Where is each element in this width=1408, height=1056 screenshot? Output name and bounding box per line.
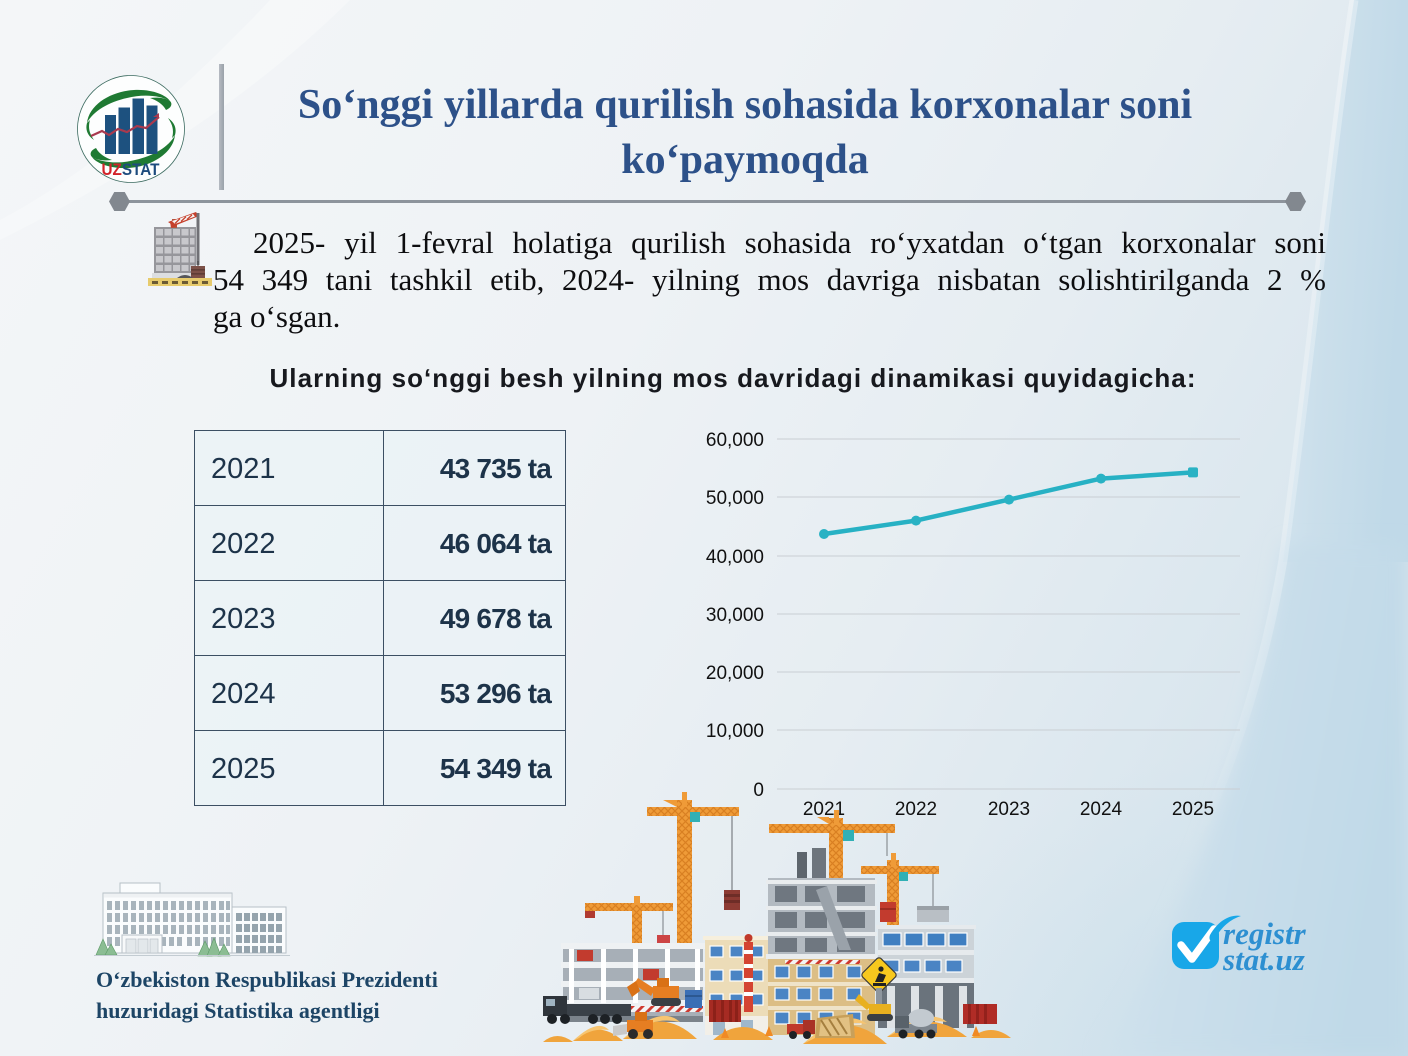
svg-text:2025: 2025 — [1172, 799, 1214, 820]
svg-text:30,000: 30,000 — [706, 605, 764, 626]
svg-text:40,000: 40,000 — [706, 547, 764, 568]
svg-text:UZSTAT: UZSTAT — [102, 161, 160, 179]
svg-text:registr: registr — [1223, 916, 1307, 951]
svg-text:2024: 2024 — [1080, 799, 1123, 820]
svg-text:2022: 2022 — [895, 799, 937, 820]
svg-text:2023: 2023 — [988, 799, 1030, 820]
svg-text:20,000: 20,000 — [706, 663, 764, 684]
svg-text:50,000: 50,000 — [706, 488, 764, 509]
svg-text:stat.uz: stat.uz — [1222, 942, 1305, 977]
svg-text:60,000: 60,000 — [706, 430, 764, 451]
svg-text:10,000: 10,000 — [706, 721, 764, 742]
svg-text:0: 0 — [753, 780, 764, 801]
